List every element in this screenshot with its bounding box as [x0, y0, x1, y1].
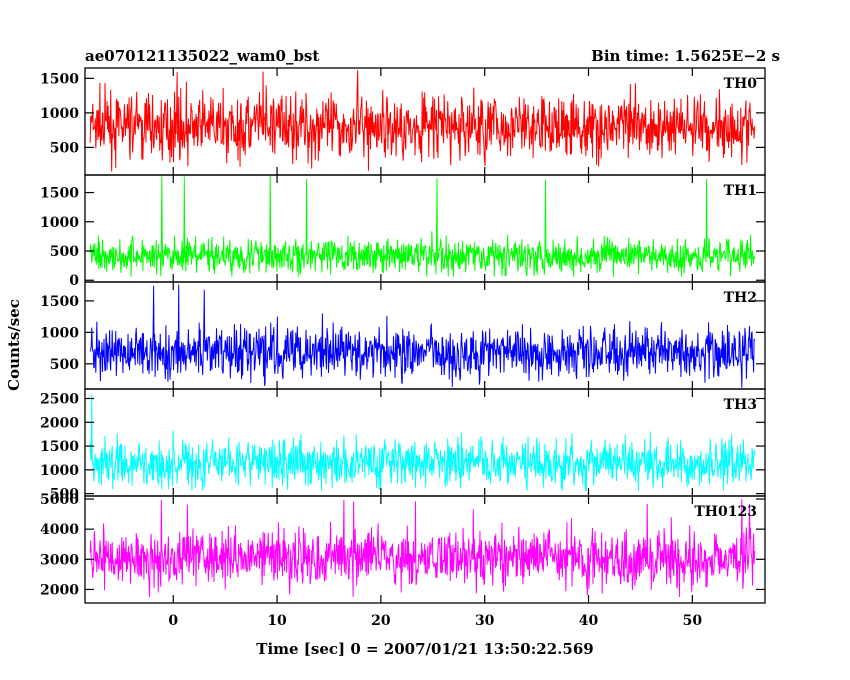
series-line-th0123	[89, 499, 756, 597]
y-tick-label: 0	[69, 273, 79, 289]
y-tick-label: 500	[50, 244, 79, 260]
y-tick-label: 500	[50, 357, 79, 373]
x-tick-label: 30	[475, 613, 495, 629]
panel-label-th1: TH1	[724, 183, 757, 199]
panel-label-th0: TH0	[724, 76, 758, 92]
chart-title-left: ae070121135022_wam0_bst	[85, 47, 319, 65]
y-tick-label: 1000	[40, 325, 79, 341]
y-tick-label: 5000	[40, 492, 79, 508]
y-tick-label: 1500	[40, 186, 79, 202]
series-line-th1	[89, 175, 756, 277]
y-tick-label: 4000	[40, 522, 79, 538]
y-tick-label: 3000	[40, 552, 79, 568]
y-tick-label: 1500	[40, 294, 79, 310]
x-tick-label: 0	[168, 613, 178, 629]
y-tick-label: 500	[50, 487, 79, 503]
y-tick-label: 1500	[40, 71, 79, 87]
panel-frame-th1	[84, 174, 766, 283]
y-tick-label: 500	[50, 140, 79, 156]
y-tick-label: 2000	[40, 582, 79, 598]
series-line-th2	[89, 284, 756, 388]
x-axis-label: Time [sec] 0 = 2007/01/21 13:50:22.569	[256, 640, 593, 658]
y-tick-label: 1000	[40, 215, 79, 231]
y-tick-label: 1000	[40, 463, 79, 479]
panel-frame-th2	[84, 281, 766, 390]
series-line-th0	[89, 70, 756, 172]
panel-label-th3: TH3	[724, 397, 757, 413]
x-tick-label: 40	[579, 613, 599, 629]
y-tick-label: 2000	[40, 415, 79, 431]
x-tick-label: 50	[683, 613, 703, 629]
y-tick-label: 2500	[40, 392, 79, 408]
y-tick-label: 1000	[40, 106, 79, 122]
x-tick-label: 20	[371, 613, 391, 629]
panel-frame-th0123	[84, 495, 766, 604]
panel-label-th2: TH2	[724, 290, 757, 306]
chart-title-right: Bin time: 1.5625E−2 s	[591, 47, 780, 65]
y-axis-label: Counts/sec	[5, 299, 23, 391]
y-tick-label: 1500	[40, 439, 79, 455]
series-line-th3	[89, 394, 756, 491]
panel-label-th0123: TH0123	[694, 504, 757, 520]
x-tick-label: 10	[267, 613, 287, 629]
